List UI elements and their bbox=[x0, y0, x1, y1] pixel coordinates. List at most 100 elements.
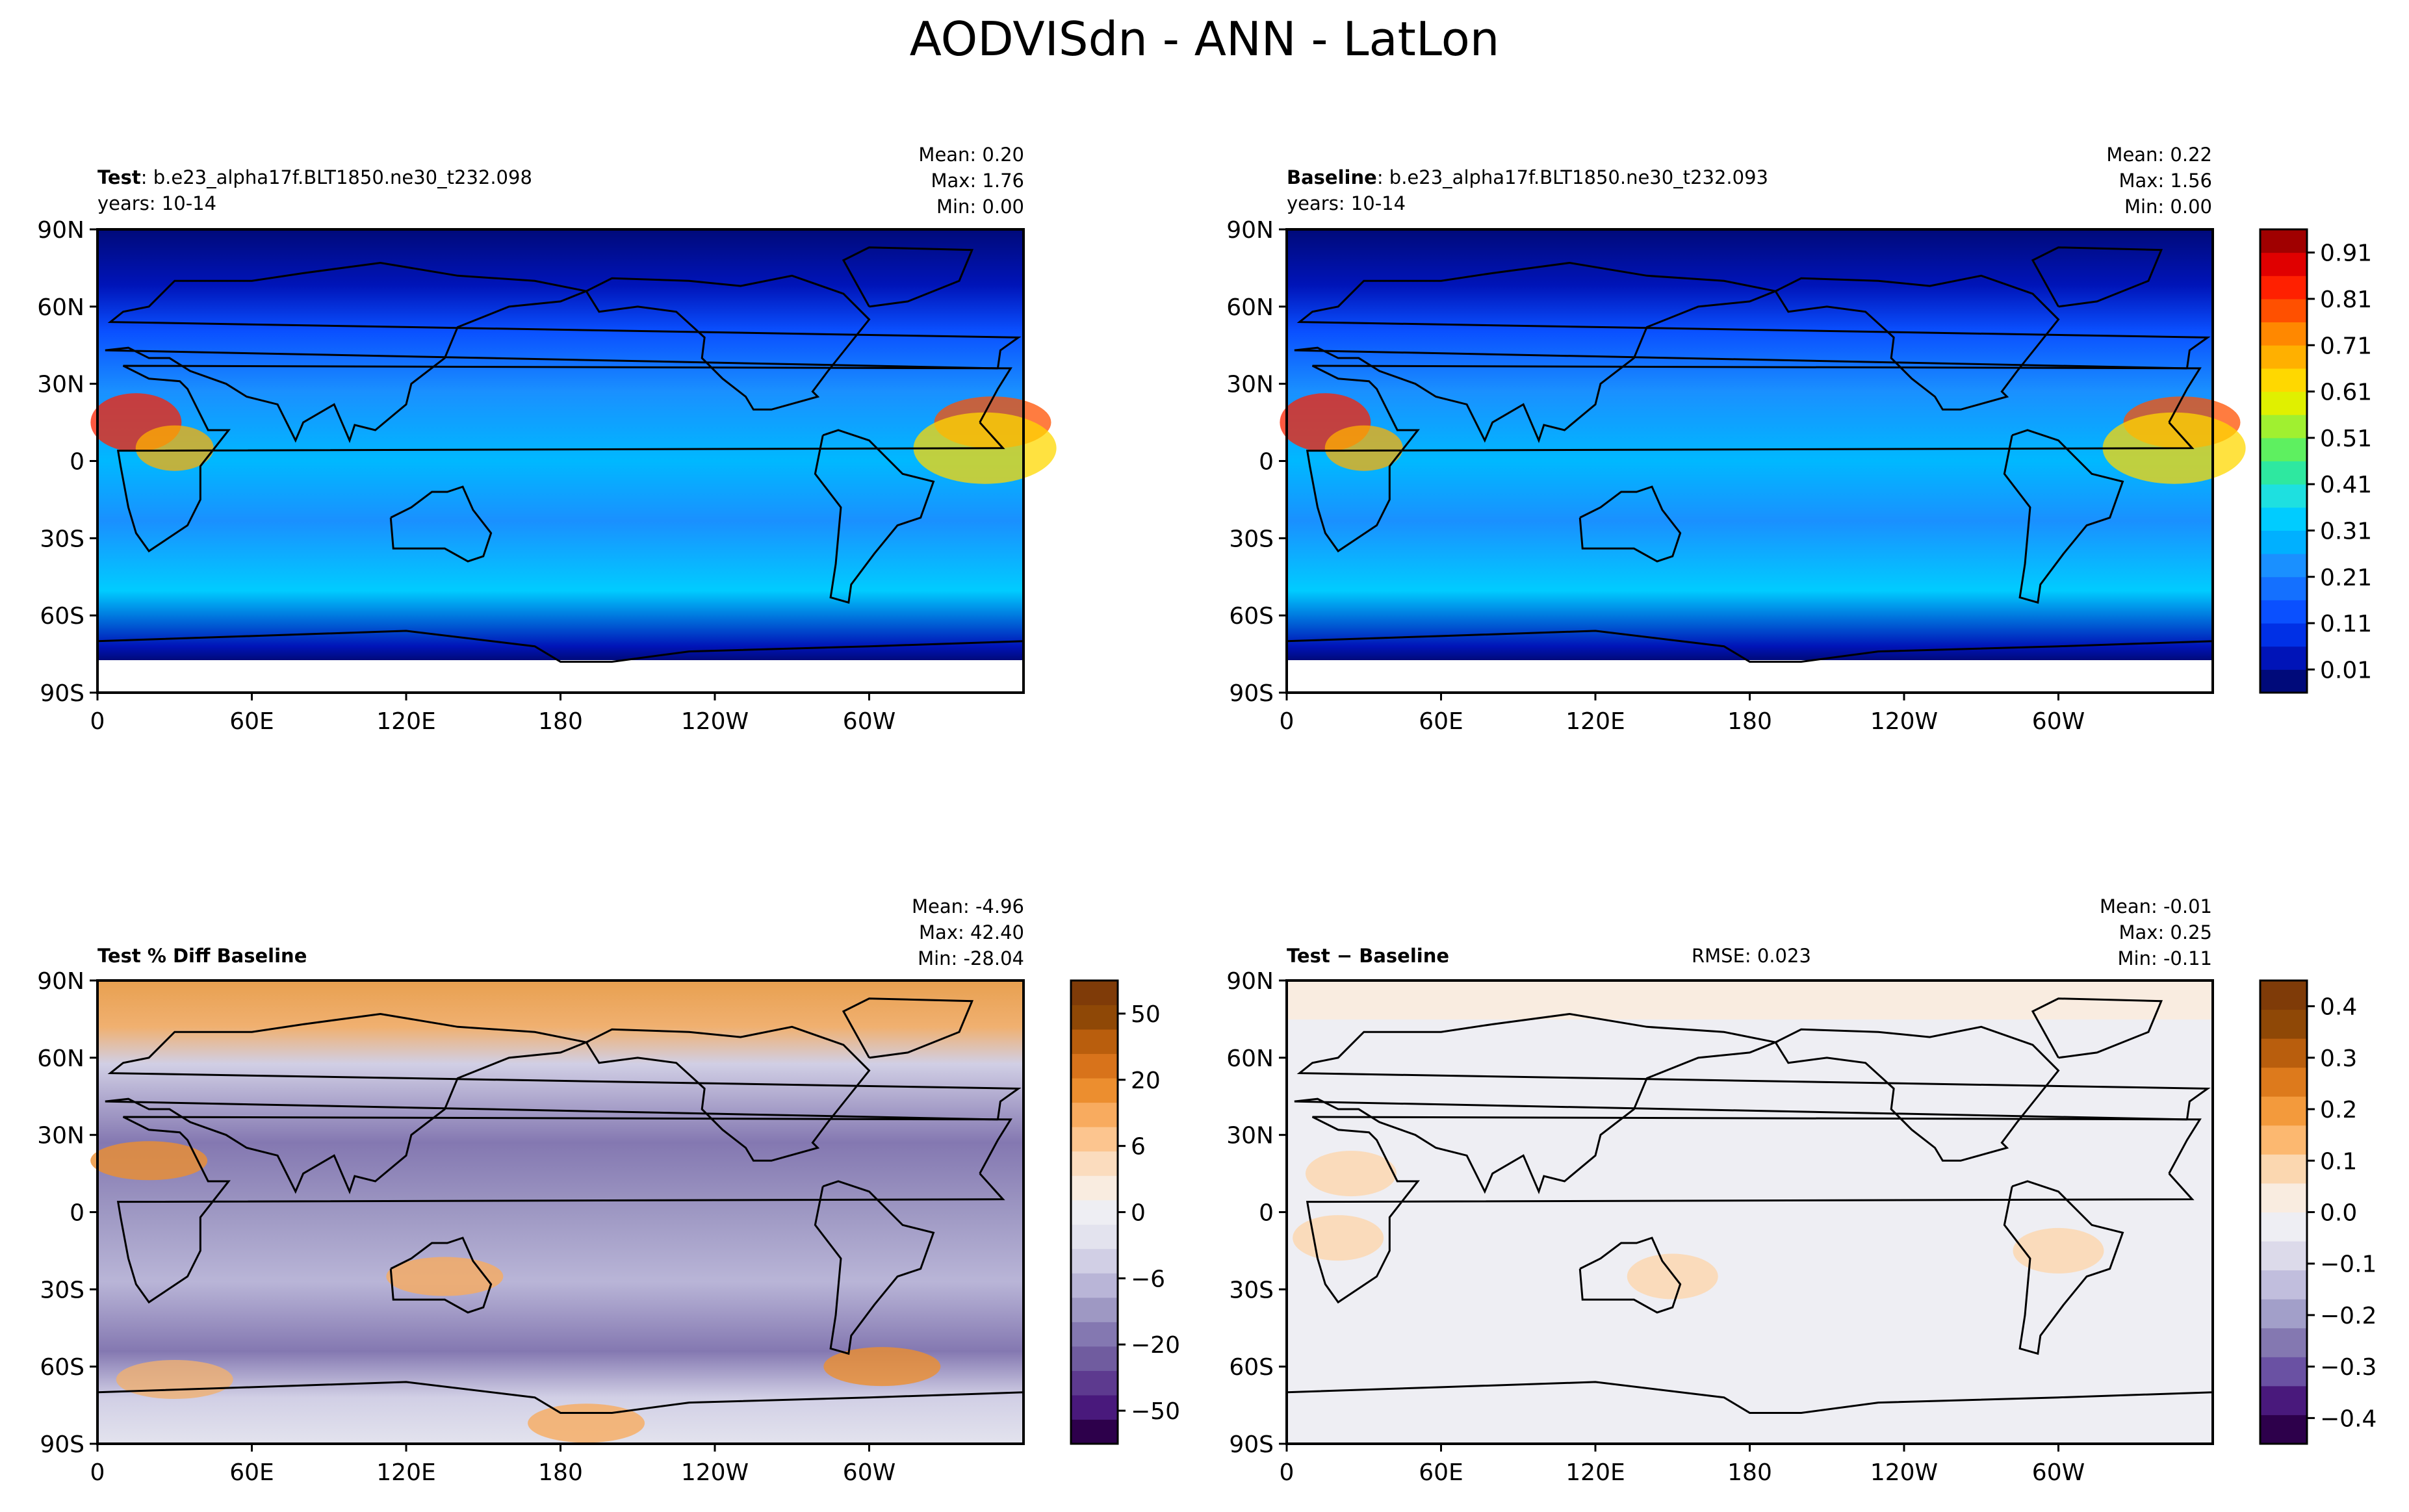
colorbar-pctdiff-segment bbox=[1071, 1394, 1118, 1420]
diff-lon-label: 60W bbox=[2032, 1459, 2085, 1486]
test-mean: Mean: 0.20 bbox=[918, 144, 1024, 166]
pctdiff-coastline bbox=[116, 1116, 1012, 1304]
baseline-lon-label: 60E bbox=[1419, 708, 1463, 735]
test-lon-label: 0 bbox=[90, 708, 105, 735]
pctdiff-coastline bbox=[842, 997, 974, 1059]
colorbar-aod-segment bbox=[2260, 345, 2307, 369]
diff-coastline bbox=[1774, 1025, 2060, 1162]
colorbar-aod-segment bbox=[2260, 530, 2307, 554]
pctdiff-anomaly bbox=[386, 1257, 504, 1296]
pctdiff-lat-label: 30S bbox=[40, 1277, 84, 1303]
pctdiff-anomaly bbox=[116, 1359, 233, 1399]
baseline-label: Baseline: b.e23_alpha17f.BLT1850.ne30_t2… bbox=[1287, 166, 1768, 188]
diff-arctic bbox=[1287, 980, 2213, 1019]
colorbar-diff-segment bbox=[2260, 1125, 2307, 1155]
colorbar-pctdiff-segment bbox=[1071, 1248, 1118, 1274]
pctdiff-lon-label: 60E bbox=[229, 1459, 274, 1486]
pctdiff-label: Test % Diff Baseline bbox=[97, 945, 307, 967]
colorbar-pctdiff-segment bbox=[1071, 1346, 1118, 1371]
colorbar-aod-segment bbox=[2260, 507, 2307, 531]
pctdiff-max: Max: 42.40 bbox=[919, 921, 1024, 943]
pctdiff-anomaly bbox=[90, 1141, 208, 1181]
test-lat-label: 60S bbox=[40, 603, 84, 630]
colorbar-diff-segment bbox=[2260, 1096, 2307, 1126]
colorbar-pctdiff-tick-label: 0 bbox=[1131, 1200, 1146, 1227]
test-lat-label: 90S bbox=[40, 680, 84, 707]
baseline-coastline bbox=[2031, 246, 2163, 308]
baseline-lat-label: 30S bbox=[1229, 526, 1274, 552]
colorbar-diff-tick-label: 0.1 bbox=[2320, 1148, 2357, 1175]
diff-anomaly bbox=[1305, 1151, 1397, 1197]
pctdiff-lon-label: 120W bbox=[681, 1459, 749, 1486]
colorbar-diff-tick-label: 0.2 bbox=[2320, 1097, 2357, 1123]
colorbar-diff-segment bbox=[2260, 1009, 2307, 1039]
colorbar-aod-tick-label: 0.41 bbox=[2320, 472, 2372, 498]
diff-stats: Mean: -0.01 Max: 0.25 Min: -0.11 bbox=[2100, 893, 2212, 971]
colorbar-pctdiff-segment bbox=[1071, 1078, 1118, 1103]
diff-max: Max: 0.25 bbox=[2119, 921, 2212, 943]
pctdiff-stats: Mean: -4.96 Max: 42.40 Min: -28.04 bbox=[912, 893, 1024, 971]
diff-coastline bbox=[1578, 1237, 1682, 1314]
pctdiff-lat-label: 0 bbox=[70, 1200, 84, 1227]
test-lon-label: 120E bbox=[376, 708, 435, 735]
colorbar-diff-segment bbox=[2260, 1270, 2307, 1300]
diff-anomaly bbox=[1293, 1215, 1384, 1261]
diff-lon-label: 180 bbox=[1727, 1459, 1772, 1486]
baseline-lon-label: 120E bbox=[1565, 708, 1625, 735]
colorbar-pctdiff-tick-label: −20 bbox=[1131, 1332, 1180, 1359]
colorbar-diff-tick-label: −0.1 bbox=[2320, 1251, 2377, 1278]
colorbar-diff-segment bbox=[2260, 980, 2307, 1010]
baseline-stats: Mean: 0.22 Max: 1.56 Min: 0.00 bbox=[2106, 142, 2212, 220]
test-coastline bbox=[389, 485, 493, 563]
diff-anomaly bbox=[1627, 1253, 1718, 1300]
colorbar-diff-segment bbox=[2260, 1327, 2307, 1357]
colorbar-aod-tick-label: 0.21 bbox=[2320, 565, 2372, 591]
test-lon-label: 60E bbox=[229, 708, 274, 735]
baseline-lat-label: 30N bbox=[1226, 372, 1274, 398]
colorbar-aod-segment bbox=[2260, 669, 2307, 693]
diff-lon-label: 60E bbox=[1419, 1459, 1463, 1486]
diff-lat-label: 0 bbox=[1259, 1200, 1274, 1227]
colorbar-aod-segment bbox=[2260, 298, 2307, 323]
baseline-lat-label: 90N bbox=[1226, 217, 1274, 244]
diff-lat-label: 30S bbox=[1229, 1277, 1274, 1303]
colorbar-diff-segment bbox=[2260, 1415, 2307, 1444]
colorbar-aod-segment bbox=[2260, 600, 2307, 624]
colorbar-pctdiff-tick-label: −50 bbox=[1131, 1398, 1180, 1425]
baseline-coastline bbox=[1294, 261, 2211, 444]
test-coastline bbox=[814, 429, 935, 604]
colorbar-aod-segment bbox=[2260, 415, 2307, 439]
baseline-lon-label: 60W bbox=[2032, 708, 2085, 735]
colorbar-diff: 0.4 0.3 0.2 0.1 0.0 −0.1 −0.2 −0.3 −0.4 bbox=[2259, 979, 2377, 1445]
diff-anomaly bbox=[2013, 1227, 2104, 1274]
pctdiff-coastline bbox=[105, 1012, 1022, 1195]
test-lon-label: 120W bbox=[681, 708, 749, 735]
test-label-rest: : b.e23_alpha17f.BLT1850.ne30_t232.098 bbox=[140, 166, 532, 188]
colorbar-diff-tick-label: −0.2 bbox=[2320, 1303, 2377, 1329]
colorbar-aod-segment bbox=[2260, 275, 2307, 300]
pctdiff-lon-label: 180 bbox=[538, 1459, 583, 1486]
colorbar-pctdiff-tick-label: 20 bbox=[1131, 1068, 1161, 1094]
test-lat-label: 30N bbox=[37, 372, 84, 398]
baseline-max: Max: 1.56 bbox=[2119, 170, 2212, 192]
colorbar-aod-tick-label: 0.61 bbox=[2320, 379, 2372, 406]
test-label-bold: Test bbox=[97, 166, 141, 188]
colorbar-pctdiff-segment bbox=[1071, 1370, 1118, 1396]
baseline-label-bold: Baseline bbox=[1287, 166, 1377, 188]
colorbar-diff-segment bbox=[2260, 1212, 2307, 1242]
colorbar-aod-tick-label: 0.71 bbox=[2320, 333, 2372, 359]
test-lat-label: 90N bbox=[37, 217, 84, 244]
colorbar-pctdiff-segment bbox=[1071, 1102, 1118, 1127]
colorbar-aod: 0.91 0.81 0.71 0.61 0.51 0.41 0.31 0.21 0.11 0.01 bbox=[2259, 228, 2372, 694]
pctdiff-coastline bbox=[585, 1025, 871, 1162]
colorbar-diff-segment bbox=[2260, 1385, 2307, 1415]
colorbar-pctdiff-segment bbox=[1071, 1273, 1118, 1298]
test-plume bbox=[135, 425, 214, 471]
diff-coastline bbox=[1286, 1381, 2213, 1414]
baseline-lon-label: 120W bbox=[1870, 708, 1938, 735]
colorbar-diff-tick-label: −0.4 bbox=[2320, 1405, 2377, 1432]
diff-coastline bbox=[1294, 1012, 2211, 1195]
colorbar-aod-segment bbox=[2260, 623, 2307, 647]
diff-lat-label: 60N bbox=[1226, 1045, 1274, 1072]
